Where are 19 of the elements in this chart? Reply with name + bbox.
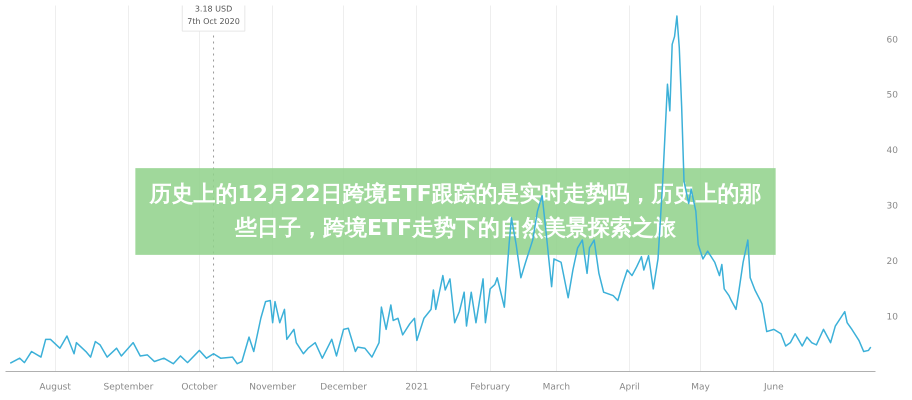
y-tick-label: 10 — [886, 312, 898, 323]
x-tick-label: 2021 — [405, 382, 428, 392]
x-tick-label: December — [320, 382, 368, 392]
x-tick-label: June — [763, 382, 784, 392]
x-tick-label: October — [181, 382, 218, 392]
y-tick-label: 30 — [886, 202, 898, 212]
annotation: 3.18 USD 7th Oct 2020 — [187, 4, 240, 26]
y-tick-label: 50 — [886, 90, 898, 101]
x-tick-label: May — [691, 382, 711, 392]
y-tick-label: 40 — [886, 146, 898, 156]
line-series — [9, 15, 872, 364]
x-tick-label: November — [249, 382, 296, 392]
x-tick-label: August — [39, 382, 72, 392]
y-tick-label: 20 — [886, 257, 898, 268]
x-tick-label: February — [470, 382, 511, 392]
x-tick-label: April — [619, 382, 640, 392]
x-tick-label: March — [542, 382, 570, 392]
y-tick-label: 60 — [886, 35, 898, 46]
x-tick-label: September — [104, 382, 154, 392]
